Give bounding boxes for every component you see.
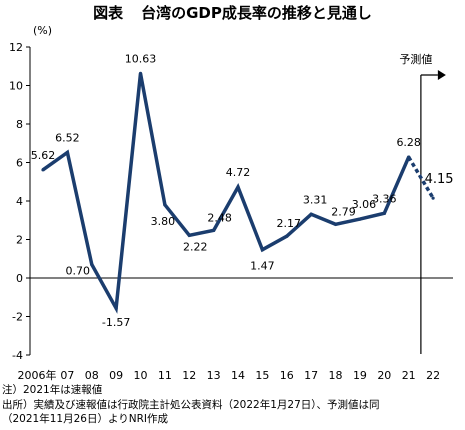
x-tick-label: 11 xyxy=(158,369,172,382)
data-label: 3.06 xyxy=(352,198,377,211)
data-label: 3.36 xyxy=(372,192,397,205)
x-tick-label: 21 xyxy=(402,369,416,382)
x-tick-label: 16 xyxy=(280,369,294,382)
data-point xyxy=(285,234,289,238)
data-label: 6.52 xyxy=(55,131,80,144)
x-tick-label: 19 xyxy=(353,369,367,382)
data-point xyxy=(90,262,94,267)
data-point xyxy=(358,217,362,221)
data-point xyxy=(114,306,118,310)
forecast-arrow-head xyxy=(437,70,446,80)
y-tick-label: 10 xyxy=(9,80,23,93)
x-tick-label: 20 xyxy=(377,369,391,382)
data-label: 4.15 xyxy=(425,172,454,187)
chart-notes: 注）2021年は速報値 出所）実績及び速報値は行政院主計処公表資料（2022年1… xyxy=(2,383,380,427)
data-label: 0.70 xyxy=(66,265,91,278)
data-point xyxy=(407,155,411,159)
data-label: 5.62 xyxy=(31,149,56,162)
y-tick-label: 4 xyxy=(16,195,23,208)
data-label: 10.63 xyxy=(125,52,157,65)
data-point xyxy=(236,185,240,189)
data-point xyxy=(212,228,216,232)
data-point xyxy=(431,196,435,200)
y-tick-label: -2 xyxy=(12,311,23,324)
data-point xyxy=(382,211,386,215)
figure-title: 台湾のGDP成長率の推移と見通し xyxy=(141,4,372,22)
data-point xyxy=(163,203,167,207)
x-tick-label: 08 xyxy=(85,369,99,382)
y-tick-label: 8 xyxy=(16,118,23,131)
data-point xyxy=(260,248,265,252)
x-tick-label: 13 xyxy=(207,369,221,382)
data-label: 2.48 xyxy=(207,211,232,224)
data-label: 2.22 xyxy=(183,240,208,253)
data-point xyxy=(138,71,143,75)
note-text: 注）2021年は速報値 xyxy=(2,384,103,396)
forecast-series-line xyxy=(407,156,435,199)
data-label: 1.47 xyxy=(250,260,275,273)
data-label: 4.72 xyxy=(226,166,251,179)
x-tick-label: 18 xyxy=(329,369,343,382)
y-tick-label: 6 xyxy=(16,157,23,170)
x-tick-label: 22 xyxy=(426,369,440,382)
x-tick-label: 09 xyxy=(109,369,123,382)
data-label: 6.28 xyxy=(396,136,421,149)
data-point xyxy=(333,222,338,226)
data-point xyxy=(309,212,313,216)
data-label: 3.80 xyxy=(151,215,176,228)
data-point xyxy=(41,168,45,172)
figure-label: 図表 xyxy=(93,4,124,22)
y-tick-label: -4 xyxy=(12,349,23,362)
y-tick-label: 12 xyxy=(9,41,23,54)
x-tick-label: 17 xyxy=(304,369,318,382)
data-point xyxy=(187,233,191,237)
actual-series-line xyxy=(41,73,411,314)
x-tick-label: 14 xyxy=(231,369,245,382)
x-tick-label: 10 xyxy=(134,369,148,382)
data-point xyxy=(65,150,69,155)
data-label: 3.31 xyxy=(303,193,328,206)
x-tick-label: 2006年 xyxy=(18,368,57,382)
x-tick-label: 15 xyxy=(255,369,269,382)
source-text-2: （2021年11月26日）よりNRI作成 xyxy=(2,413,168,426)
y-tick-label: 2 xyxy=(16,234,23,247)
data-label: -1.57 xyxy=(102,316,130,329)
data-label: 2.17 xyxy=(277,217,302,230)
x-tick-label: 12 xyxy=(182,369,196,382)
chart-title: 図表 台湾のGDP成長率の推移と見通し xyxy=(0,2,465,23)
y-unit-label: (%) xyxy=(33,24,52,37)
source-text-1: 出所）実績及び速報値は行政院主計処公表資料（2022年1月27日）、予測値は同 xyxy=(2,398,380,411)
y-tick-label: 0 xyxy=(16,272,23,285)
data-label: 2.79 xyxy=(331,205,356,218)
x-tick-label: 07 xyxy=(60,369,74,382)
forecast-label: 予測値 xyxy=(399,52,432,66)
